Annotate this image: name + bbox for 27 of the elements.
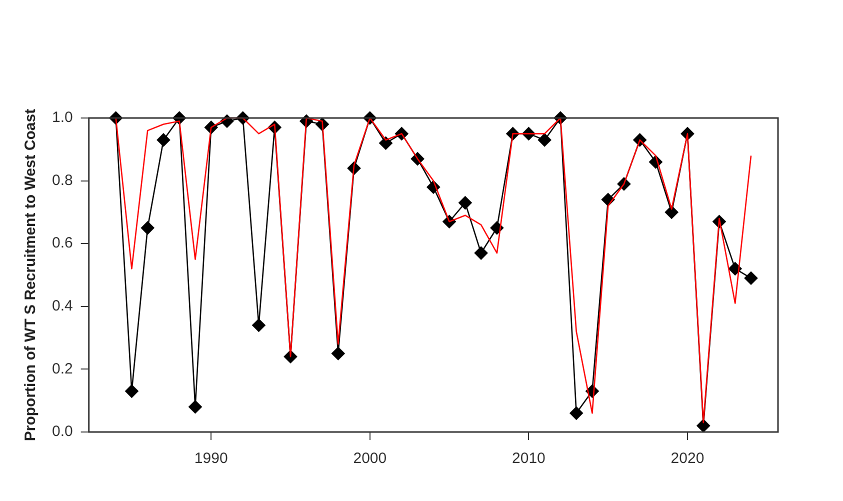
x-tick-label: 2000	[353, 450, 387, 468]
y-tick-label: 0.8	[52, 172, 73, 189]
point	[696, 419, 710, 432]
x-tick-label: 1990	[194, 450, 228, 468]
y-tick-label: 0.6	[52, 234, 73, 252]
point	[458, 196, 472, 210]
point	[156, 133, 170, 147]
y-tick-label: 0.0	[52, 423, 73, 440]
point	[474, 246, 488, 260]
point	[188, 400, 202, 414]
point	[379, 136, 392, 150]
y-tick-label: 1.0	[52, 109, 73, 126]
y-tick-label: 0.4	[52, 298, 73, 315]
point	[252, 318, 266, 332]
y-axis-title: Proportion of WT S Recruitment to West Coast	[22, 108, 40, 442]
point	[744, 271, 758, 285]
point	[490, 221, 504, 235]
point	[538, 133, 552, 147]
point	[570, 406, 583, 420]
x-tick-label: 2010	[512, 450, 546, 468]
point	[140, 221, 154, 235]
point	[664, 206, 678, 219]
point	[332, 346, 345, 360]
y-tick-label: 0.2	[52, 360, 73, 378]
point	[125, 384, 138, 398]
point	[728, 262, 742, 276]
x-tick-label: 2020	[670, 450, 704, 468]
